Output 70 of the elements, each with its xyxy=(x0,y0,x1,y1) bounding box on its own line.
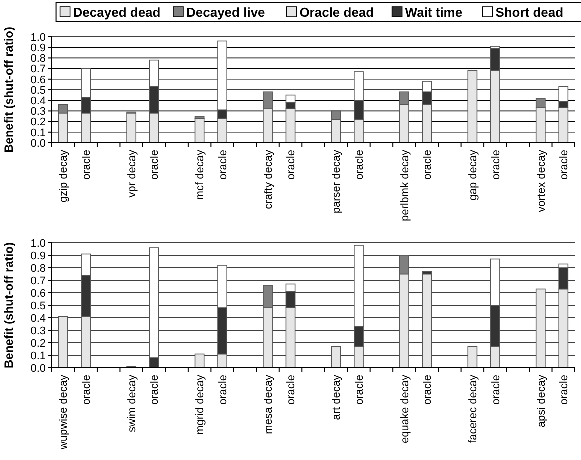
y-tick-label: 1.0 xyxy=(30,238,46,250)
x-tick-label: oracle xyxy=(286,375,298,405)
x-tick-label: oracle xyxy=(558,375,570,405)
x-tick-label: perlbmk decay xyxy=(399,150,412,222)
bar xyxy=(422,274,432,368)
x-tick-label: oracle xyxy=(422,150,434,180)
x-tick-label: parser decay xyxy=(331,150,344,214)
x-tick-label: vpr decay xyxy=(126,150,138,198)
y-tick-label: 0.9 xyxy=(30,250,46,262)
x-tick-label: oracle xyxy=(149,150,162,180)
legend-label: Decayed dead xyxy=(73,5,161,20)
y-tick-label: 0.2 xyxy=(30,116,46,129)
x-tick-label: gap decay xyxy=(468,150,480,201)
x-tick-label: mcf decay xyxy=(194,150,207,200)
x-tick-label: gzip decay xyxy=(58,150,70,203)
y-tick-label: 0.0 xyxy=(30,138,46,150)
y-tick-label: 0.9 xyxy=(30,42,46,54)
y-tick-label: 0.1 xyxy=(30,127,46,140)
bar xyxy=(126,112,137,144)
y-tick-label: 0.4 xyxy=(30,312,46,325)
x-tick-label: oracle xyxy=(217,150,230,180)
y-axis-title: Benefit (shut-off ratio) xyxy=(2,27,16,153)
x-tick-label: oracle xyxy=(558,150,570,180)
y-tick-label: 0.7 xyxy=(30,275,46,288)
legend-label: Wait time xyxy=(405,5,463,20)
bar xyxy=(194,354,205,368)
y-tick-label: 0.1 xyxy=(30,350,46,362)
y-tick-label: 0.3 xyxy=(30,106,46,118)
x-tick-label: oracle xyxy=(422,375,434,405)
y-axis-title: Benefit (shut-off ratio) xyxy=(2,242,16,368)
y-tick-label: 0.8 xyxy=(30,262,46,275)
x-tick-label: mesa decay xyxy=(262,374,275,434)
x-tick-label: wupwise decay xyxy=(58,374,70,451)
y-tick-label: 0.2 xyxy=(30,338,46,350)
x-tick-label: oracle xyxy=(354,150,366,180)
y-tick-label: 1.0 xyxy=(30,32,46,44)
x-tick-label: oracle xyxy=(80,150,93,180)
x-tick-label: swim decay xyxy=(126,374,138,432)
x-tick-label: oracle xyxy=(354,375,366,405)
y-tick-label: 0.8 xyxy=(30,53,46,66)
y-tick-label: 0.4 xyxy=(30,95,46,108)
legend-label: Oracle dead xyxy=(300,5,374,20)
x-tick-label: oracle xyxy=(149,375,162,405)
x-tick-label: oracle xyxy=(217,375,230,405)
text: Short dead xyxy=(496,5,564,20)
y-tick-label: 0.3 xyxy=(30,325,46,338)
x-tick-label: facerec decay xyxy=(468,374,480,444)
y-tick-label: 0.5 xyxy=(30,300,46,312)
x-tick-label: crafty decay xyxy=(262,150,275,210)
x-tick-label: mgrid decay xyxy=(194,374,207,435)
y-tick-label: 0.0 xyxy=(30,362,46,375)
x-tick-label: equake decay xyxy=(399,374,412,444)
x-tick-label: apsi decay xyxy=(536,374,548,428)
bar xyxy=(536,288,546,368)
y-tick-label: 0.5 xyxy=(30,84,46,97)
y-tick-label: 0.6 xyxy=(30,288,46,300)
bar xyxy=(194,118,205,144)
legend-label: Decayed live xyxy=(186,5,266,20)
bar xyxy=(468,346,478,368)
x-tick-label: art decay xyxy=(331,374,344,420)
y-tick-label: 0.6 xyxy=(30,74,46,86)
bar xyxy=(58,316,68,368)
x-tick-label: oracle xyxy=(80,375,93,405)
x-tick-label: oracle xyxy=(286,150,298,180)
x-tick-label: oracle xyxy=(490,150,502,180)
bar xyxy=(331,346,342,368)
x-tick-label: vortex decay xyxy=(536,150,548,212)
x-tick-label: oracle xyxy=(490,375,502,405)
bar xyxy=(468,70,478,144)
y-tick-label: 0.7 xyxy=(30,64,46,76)
